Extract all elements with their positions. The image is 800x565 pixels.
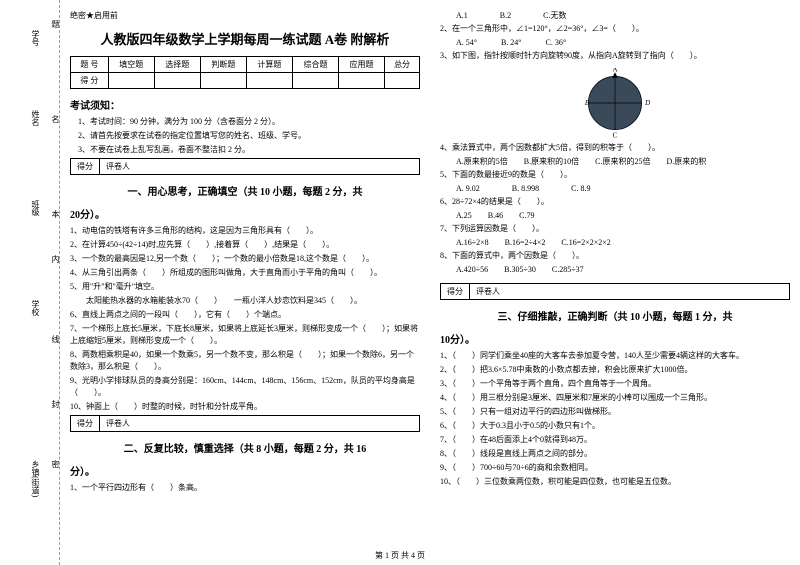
- table-row: 题 号 填空题 选择题 判断题 计算题 综合题 应用题 总分: [71, 57, 420, 73]
- q3-5: 5、（ ）只有一组对边平行的四边形叫做梯形。: [440, 406, 790, 418]
- th-1: 填空题: [108, 57, 154, 73]
- th-3: 判断题: [200, 57, 246, 73]
- q1-4: 4、从三角引出两条（ ）所组成的图形叫做角，大于直角而小于平角的角叫（ ）。: [70, 267, 420, 279]
- notice-2: 2、请首先按要求在试卷的指定位置填写您的姓名、班级、学号。: [70, 130, 420, 141]
- q3-8: 8、（ ）线段是直线上两点之间的部分。: [440, 448, 790, 460]
- th-0: 题 号: [71, 57, 109, 73]
- exam-title: 人教版四年级数学上学期每周一练试题 A卷 附解析: [70, 29, 420, 48]
- notice-1: 1、考试时间：90 分钟，满分为 100 分（含卷面分 2 分）。: [70, 116, 420, 127]
- score-label: 得分: [441, 284, 470, 299]
- score-box-1: 得分 评卷人: [70, 158, 420, 175]
- q1-6: 6、直线上两点之间的一段叫（ ），它有（ ）个端点。: [70, 309, 420, 321]
- q2-2: 2、在一个三角形中，∠1=120°，∠2=36°，∠3=（ ）。: [440, 23, 790, 35]
- th-6: 应用题: [339, 57, 385, 73]
- score-label: 得分: [71, 159, 100, 174]
- q1-8: 8、两数相乘积是40，如果一个数乘5，另一个数不变，那么积是（ ）；如果一个数除…: [70, 349, 420, 373]
- th-7: 总分: [385, 57, 420, 73]
- q1-9: 9、光明小学排球队员的身高分别是：160cm、144cm、148cm、156cm…: [70, 375, 420, 399]
- q2-8: 8、下面的算式中，两个因数是（ ）。: [440, 250, 790, 262]
- q2-5: 5、下面的数最接近9的数是（ ）。: [440, 169, 790, 181]
- section-1-title: 一、用心思考，正确填空（共 10 小题，每题 2 分，共: [70, 183, 420, 198]
- q2-2-opts: A. 54° B. 24° C. 36°: [440, 37, 790, 48]
- sidebar-label-name: 姓名: [30, 110, 41, 126]
- th-5: 综合题: [292, 57, 338, 73]
- sidebar-dash-4: 线: [50, 335, 61, 343]
- q2-3: 3、如下图，指针按顺时针方向旋转90度，从指向A旋转到了指向（ ）。: [440, 50, 790, 62]
- binding-sidebar: 学号 姓名 班级 学校 乡镇(街道) 题 名 本 内 线 封 密: [0, 0, 60, 565]
- secret-label: 绝密★启用前: [70, 10, 420, 21]
- q2-7: 7、下列运算因数是（ ）。: [440, 223, 790, 235]
- sidebar-dash-6: 密: [50, 460, 61, 468]
- q1-2: 2、在计算450÷(42÷14)时,应先算（ ）,接着算（ ）,结果是（ ）。: [70, 239, 420, 251]
- sidebar-dash-0: 题: [50, 20, 61, 28]
- page-content: 绝密★启用前 人教版四年级数学上学期每周一练试题 A卷 附解析 题 号 填空题 …: [70, 10, 790, 550]
- q2-1-opts: A.1 B.2 C.无数: [440, 10, 790, 21]
- q3-3: 3、（ ）一个平角等于两个直角，四个直角等于一个周角。: [440, 378, 790, 390]
- sidebar-label-school: 学校: [30, 300, 41, 316]
- q3-7: 7、（ ）在48后面添上4个0就得到48万。: [440, 434, 790, 446]
- label-a: A: [612, 68, 617, 74]
- sidebar-label-class: 班级: [30, 200, 41, 216]
- sidebar-dash-2: 本: [50, 210, 61, 218]
- q1-5b: 太阳能热水器的水箱能装水70（ ） 一瓶小洋人妙恋饮料是345（ ）。: [70, 295, 420, 307]
- section-1-cont: 20分）。: [70, 206, 420, 221]
- q2-8-opts: A.420÷56 B.305÷30 C.285÷37: [440, 264, 790, 275]
- label-d: D: [644, 99, 650, 107]
- q3-10: 10、（ ）三位数乘两位数，积可能是四位数，也可能是五位数。: [440, 476, 790, 488]
- q1-3: 3、一个数的最高因是12,另一个数（ ）；一个数的最小倍数是18,这个数是（ ）…: [70, 253, 420, 265]
- score-box-3: 得分 评卷人: [440, 283, 790, 300]
- sidebar-dash-1: 名: [50, 115, 61, 123]
- score-box-2: 得分 评卷人: [70, 415, 420, 432]
- right-column: A.1 B.2 C.无数 2、在一个三角形中，∠1=120°，∠2=36°，∠3…: [440, 10, 790, 550]
- sidebar-label-town: 乡镇(街道): [30, 460, 41, 497]
- q2-4-opts: A.原来积的5倍 B.原来积的10倍 C.原来积的25倍 D.原来的积: [440, 156, 790, 167]
- q1-10: 10、钟面上（ ）时整的时候，时针和分针成平角。: [70, 401, 420, 413]
- q2-5-opts: A. 9.02 B. 8.998 C. 8.9: [440, 183, 790, 194]
- q3-9: 9、（ ）700÷60与70÷6的商和余数相同。: [440, 462, 790, 474]
- score-label: 得分: [71, 416, 100, 431]
- th-2: 选择题: [154, 57, 200, 73]
- section-3-cont: 10分）。: [440, 331, 790, 346]
- sidebar-dash-3: 内: [50, 255, 61, 263]
- section-3-title: 三、仔细推敲，正确判断（共 10 小题，每题 1 分，共: [440, 308, 790, 323]
- compass-diagram: A B C D: [580, 68, 650, 138]
- q1-5: 5、用"升"和"毫升"填空。: [70, 281, 420, 293]
- q2-7-opts: A.16÷2×8 B.16=2÷4×2 C.16=2×2×2×2: [440, 237, 790, 248]
- page-footer: 第 1 页 共 4 页: [0, 550, 800, 561]
- q2-6: 6、28÷72×4的结果是（ ）。: [440, 196, 790, 208]
- q2-1: 1、一个平行四边形有（ ）条高。: [70, 482, 420, 494]
- notice-title: 考试须知：: [70, 97, 420, 112]
- grader-label: 评卷人: [100, 416, 160, 431]
- left-column: 绝密★启用前 人教版四年级数学上学期每周一练试题 A卷 附解析 题 号 填空题 …: [70, 10, 420, 550]
- th-4: 计算题: [246, 57, 292, 73]
- section-2-title: 二、反复比较，慎重选择（共 8 小题，每题 2 分，共 16: [70, 440, 420, 455]
- table-row: 得 分: [71, 73, 420, 89]
- q3-2: 2、（ ）把3.6×5.78中乘数的小数点都去掉，积会比原来扩大1000倍。: [440, 364, 790, 376]
- q3-1: 1、（ ）同学们乘坐40座的大客车去参加夏令营，140人至少需要4辆这样的大客车…: [440, 350, 790, 362]
- q3-6: 6、（ ）大于0.3且小于0.5的小数只有1个。: [440, 420, 790, 432]
- grader-label: 评卷人: [100, 159, 160, 174]
- sidebar-label-id: 学号: [30, 30, 41, 46]
- q1-1: 1、动电信的铁塔有许多三角形的结构，这是因为三角形具有（ ）。: [70, 225, 420, 237]
- q1-7: 7、一个梯形上底长5厘米，下底长8厘米，如果将上底延长3厘米，则梯形变成一个（ …: [70, 323, 420, 347]
- section-2-cont: 分）。: [70, 463, 420, 478]
- score-table: 题 号 填空题 选择题 判断题 计算题 综合题 应用题 总分 得 分: [70, 56, 420, 89]
- sidebar-dash-5: 封: [50, 400, 61, 408]
- label-b: B: [585, 99, 590, 107]
- notice-3: 3、不要在试卷上乱写乱画，卷面不整洁扣 2 分。: [70, 144, 420, 155]
- q3-4: 4、（ ）用三根分别是3厘米、四厘米和7厘米的小棒可以围成一个三角形。: [440, 392, 790, 404]
- label-c: C: [613, 131, 618, 138]
- q2-6-opts: A.25 B.46 C.79: [440, 210, 790, 221]
- q2-4: 4、乘法算式中，两个因数都扩大5倍，得到的积等于（ ）。: [440, 142, 790, 154]
- grader-label: 评卷人: [470, 284, 530, 299]
- td-0: 得 分: [71, 73, 109, 89]
